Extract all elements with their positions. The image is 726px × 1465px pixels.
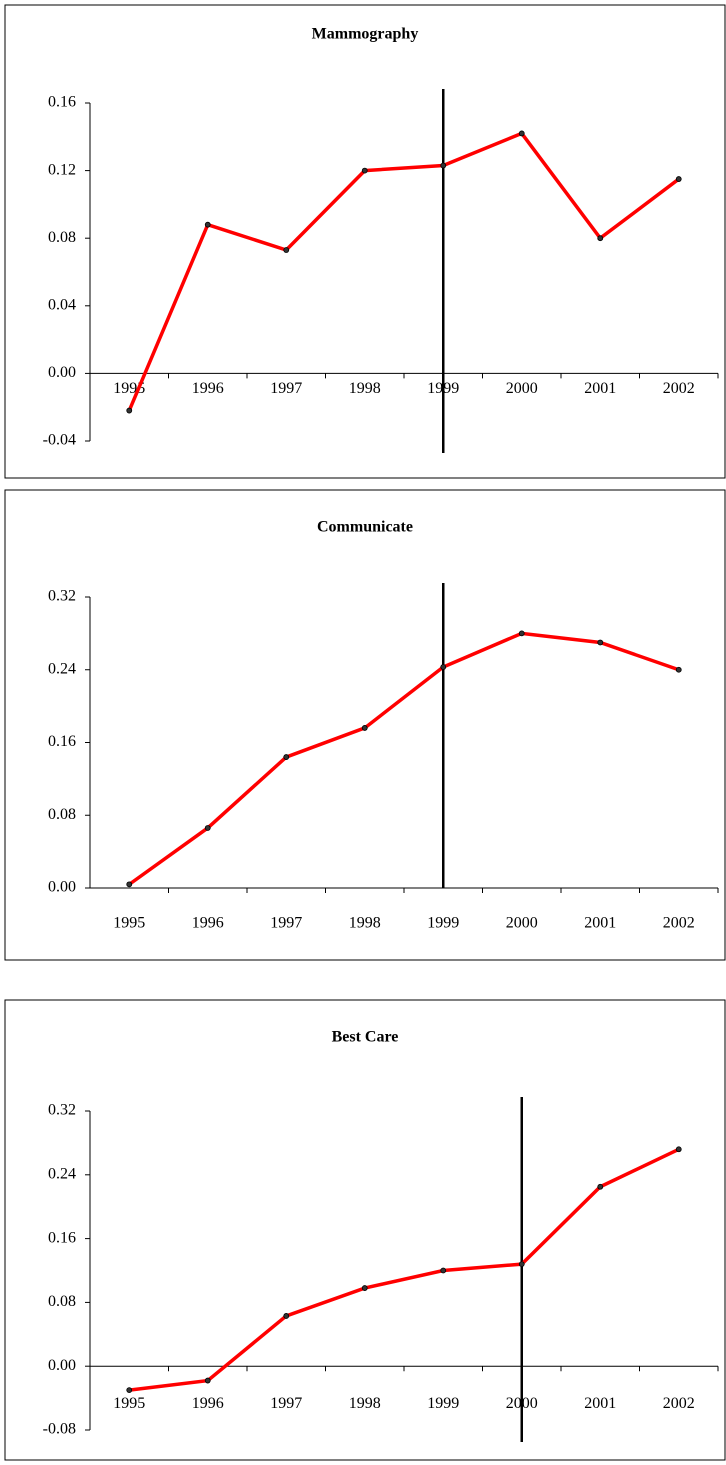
x-tick-label: 2001 [584, 1395, 616, 1412]
x-tick-label: 2002 [663, 380, 695, 397]
data-point [126, 881, 133, 888]
data-point [204, 825, 211, 831]
frame [4, 4, 726, 479]
y-tick-label: 0.08 [48, 806, 76, 823]
chart: Mammography-0.040.000.040.080.120.161995… [4, 4, 726, 479]
data-point [126, 1387, 133, 1394]
x-tick-label: 1998 [349, 1395, 381, 1412]
x-tick-label: 2002 [663, 915, 695, 932]
y-tick-label: 0.12 [48, 161, 76, 178]
y-tick-label: -0.08 [43, 1421, 76, 1438]
x-tick-label: 1996 [192, 915, 224, 932]
data-point [518, 130, 525, 137]
x-tick-label: 1998 [349, 380, 381, 397]
data-point [597, 235, 604, 242]
y-tick-label: 0.32 [48, 1102, 76, 1119]
data-point [518, 1261, 525, 1268]
data-point [440, 664, 447, 670]
y-tick-label: 0.24 [48, 1165, 76, 1182]
y-tick-label: 0.00 [48, 1357, 76, 1374]
y-tick-label: 0.24 [48, 660, 76, 677]
data-point [126, 407, 133, 414]
chart: Best Care -0.08 0.00 0.08 0.16 0.24 0.32 1995 19… [4, 999, 726, 1461]
data-point [675, 176, 682, 182]
y-tick-label: 0.04 [48, 296, 76, 313]
x-tick-label: 1997 [270, 1395, 302, 1412]
y-tick-label: 0.16 [48, 94, 76, 111]
x-tick-label: 1999 [427, 915, 459, 932]
chart-title: Best Care [332, 1029, 399, 1046]
y-tick-label: 0.00 [48, 364, 76, 381]
chart: Communicate 0.00 0.08 0.16 0.24 0.32 1995 1996 1… [4, 489, 726, 961]
x-tick-label: 1996 [192, 380, 224, 397]
data-point [518, 630, 525, 637]
x-tick-label: 1997 [270, 380, 302, 397]
x-tick-label: 1999 [427, 1395, 459, 1412]
x-tick-label: 1995 [113, 1395, 145, 1412]
x-tick-label: 2001 [584, 915, 616, 932]
chart-title: Mammography [312, 26, 419, 43]
data-point [361, 1285, 368, 1291]
data-point [597, 1183, 604, 1190]
y-tick-label: -0.04 [43, 432, 76, 449]
data-point [440, 1267, 447, 1274]
data-point [361, 167, 368, 174]
data-point [675, 666, 682, 673]
data-point [204, 221, 211, 228]
chart-title: Communicate [317, 519, 413, 536]
y-tick-label: 0.00 [48, 879, 76, 896]
data-point [204, 1377, 211, 1384]
data-line [129, 1147, 680, 1392]
y-tick-label: 0.08 [48, 1293, 76, 1310]
y-tick-label: 0.16 [48, 733, 76, 750]
y-tick-label: 0.16 [48, 1229, 76, 1246]
x-tick-label: 2001 [584, 380, 616, 397]
x-tick-label: 1997 [270, 915, 302, 932]
y-tick-label: 0.08 [48, 229, 76, 246]
x-tick-label: 1995 [113, 915, 145, 932]
data-point [440, 162, 447, 169]
data-point [283, 247, 290, 253]
data-point [283, 1313, 290, 1319]
y-tick-label: 0.32 [48, 588, 76, 605]
data-point [597, 639, 604, 646]
x-tick-label: 1998 [349, 915, 381, 932]
x-tick-label: 2000 [506, 915, 538, 932]
data-point [283, 754, 290, 760]
x-tick-label: 2000 [506, 380, 538, 397]
data-line [127, 131, 680, 412]
data-point [675, 1146, 682, 1153]
x-tick-label: 1996 [192, 1395, 224, 1412]
frame [4, 489, 726, 961]
frame [4, 999, 726, 1461]
x-tick-label: 2002 [663, 1395, 695, 1412]
data-point [361, 725, 368, 731]
data-line [128, 631, 680, 886]
